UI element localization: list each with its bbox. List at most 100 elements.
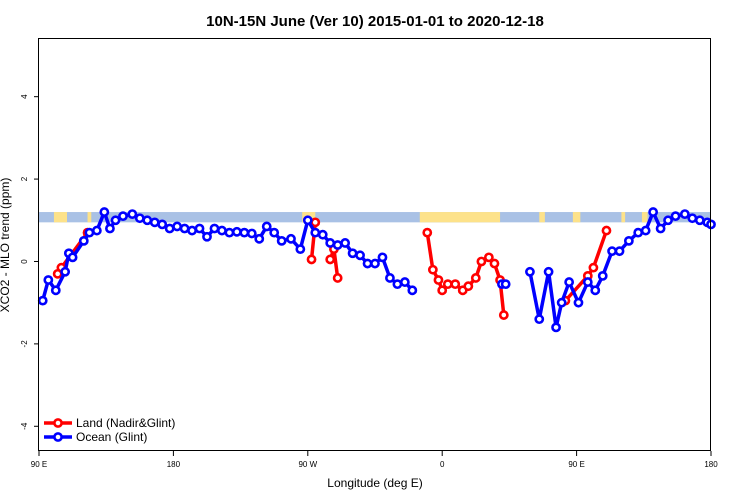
x-tick-label: 90 W: [298, 460, 317, 469]
data-point: [362, 258, 373, 269]
data-point: [194, 223, 205, 234]
data-point: [224, 227, 235, 238]
data-point: [437, 285, 448, 296]
data-point: [407, 285, 418, 296]
land-band-segment: [621, 212, 626, 223]
data-point: [310, 217, 321, 228]
land-band-segment: [572, 212, 581, 223]
data-point: [470, 273, 481, 283]
series-ocean-glint-: [37, 207, 716, 333]
data-point: [187, 225, 197, 236]
data-point: [332, 273, 343, 283]
y-tick-label: 2: [20, 176, 29, 181]
data-point: [325, 254, 336, 265]
data-point: [99, 207, 110, 217]
data-point: [269, 227, 280, 238]
data-point: [179, 223, 190, 234]
legend-item: Ocean (Glint): [44, 430, 147, 444]
data-point: [498, 310, 509, 320]
data-point: [556, 297, 567, 308]
data-point: [582, 277, 593, 287]
data-point: [670, 211, 681, 222]
data-point: [442, 279, 453, 290]
data-point: [332, 240, 343, 250]
data-point: [172, 221, 183, 232]
data-point: [463, 281, 474, 292]
data-point: [91, 225, 102, 236]
data-point: [648, 207, 659, 217]
data-point: [655, 223, 666, 234]
data-point: [476, 256, 487, 267]
data-point: [217, 225, 227, 236]
data-point: [607, 246, 617, 257]
data-point: [37, 295, 48, 306]
data-point: [134, 213, 145, 224]
data-point: [694, 215, 705, 226]
data-point: [142, 215, 153, 226]
data-point: [157, 219, 168, 230]
data-point: [246, 228, 257, 239]
data-point: [614, 246, 625, 257]
land-band-segment: [87, 212, 92, 223]
data-point: [60, 266, 71, 277]
data-point: [302, 215, 313, 226]
data-point: [84, 227, 95, 238]
data-point: [355, 250, 365, 261]
y-axis-label: XCO2 - MLO trend (ppm): [0, 178, 12, 313]
land-band-segment: [53, 212, 67, 223]
x-tick-label: 90 E: [31, 460, 47, 469]
data-point: [601, 225, 612, 236]
legend-marker: [53, 432, 63, 442]
data-point: [231, 226, 242, 237]
data-point: [640, 225, 651, 236]
data-point: [317, 229, 328, 240]
data-point: [427, 264, 438, 275]
x-tick-label: 180: [167, 460, 181, 469]
y-tick-label: -4: [20, 422, 29, 430]
data-point: [450, 279, 461, 290]
data-point: [370, 258, 380, 269]
data-point: [551, 322, 561, 333]
data-point: [325, 238, 336, 248]
series-line: [564, 229, 609, 302]
data-point: [67, 252, 78, 263]
land-band-segment: [539, 212, 545, 223]
data-point: [534, 314, 545, 325]
data-point: [149, 217, 160, 228]
data-point: [110, 215, 121, 226]
legend-label: Ocean (Glint): [76, 430, 147, 444]
data-point: [392, 279, 403, 290]
data-point: [633, 227, 644, 238]
data-point: [127, 209, 138, 219]
series-layer: [37, 207, 716, 333]
y-tick-label: -2: [20, 340, 29, 348]
y-tick-label: 4: [20, 94, 29, 99]
data-point: [164, 223, 175, 234]
data-point: [687, 213, 698, 224]
data-point: [202, 231, 212, 242]
data-point: [623, 235, 634, 246]
data-point: [306, 254, 317, 265]
data-point: [597, 270, 608, 281]
x-axis: 90 E 180 90 W 0 90 E 180: [31, 451, 718, 469]
data-point: [78, 235, 89, 246]
data-point: [261, 221, 272, 232]
data-point: [286, 233, 296, 244]
data-point: [588, 262, 599, 273]
legend: Land (Nadir&Glint)Ocean (Glint): [44, 416, 175, 444]
data-point: [276, 235, 287, 246]
land-band-segment: [641, 212, 648, 223]
data-point: [679, 209, 690, 219]
plot-frame: [38, 38, 711, 451]
data-point: [483, 252, 494, 263]
data-point: [295, 244, 306, 255]
series-line: [528, 210, 712, 330]
data-point: [489, 258, 500, 269]
legend-marker: [53, 418, 63, 428]
data-point: [254, 233, 265, 244]
data-point: [543, 266, 554, 277]
land-band-segment: [419, 212, 501, 223]
data-point: [422, 227, 433, 238]
ocean-band: [39, 212, 711, 223]
